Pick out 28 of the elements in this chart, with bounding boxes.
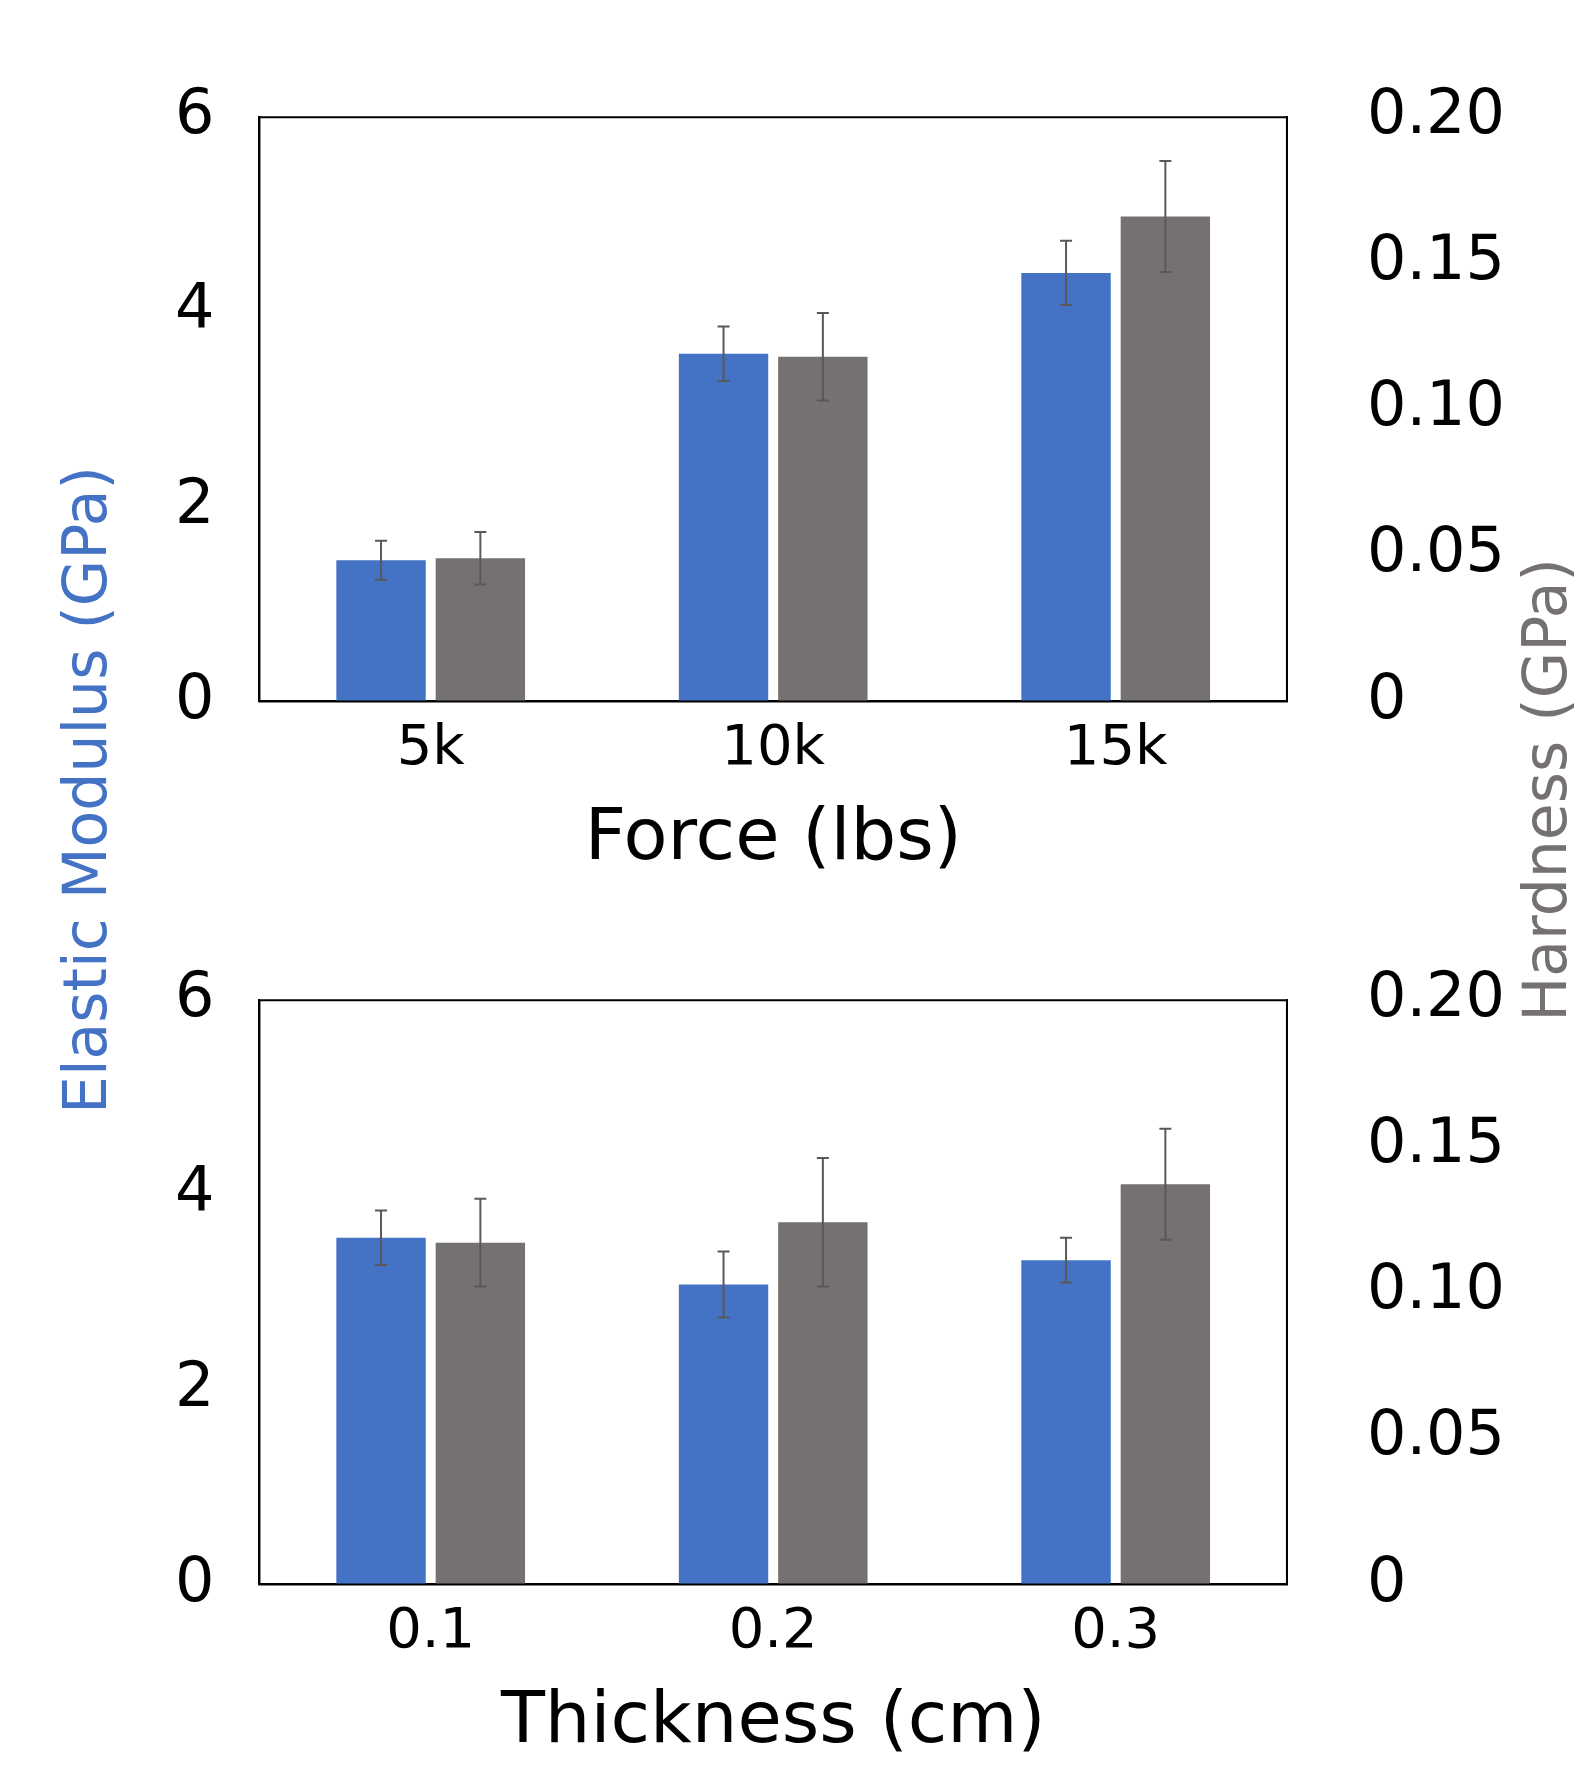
x-tick-label: 0.3 [1071,1594,1161,1660]
y2-tick-label: 0.15 [1366,221,1505,295]
y-tick-label: 2 [174,1347,215,1421]
y-tick-label: 4 [174,1153,215,1227]
y-tick-label: 6 [174,958,215,1032]
y-tick-label: 6 [174,75,215,149]
y2-tick-label: 0.05 [1366,1396,1505,1470]
y2-tick-label: 0.20 [1366,958,1505,1032]
y-tick-label: 2 [174,464,215,538]
y-tick-label: 0 [174,659,215,733]
y2-tick-label: 0.10 [1366,367,1505,441]
y2-tick-label: 0 [1366,659,1407,733]
y2-tick-label: 0.20 [1366,75,1505,149]
y-tick-label: 4 [174,270,215,344]
y2-tick-label: 0 [1366,1542,1407,1616]
y2-tick-label: 0.15 [1366,1104,1505,1178]
x-tick-label: 10k [721,711,826,777]
x-axis-title: Force (lbs) [584,791,962,876]
y2-axis-title: Hardness (GPa) [1510,558,1580,1022]
y2-tick-label: 0.05 [1366,513,1505,587]
x-axis-title: Thickness (cm) [499,1674,1046,1759]
y-axis-title: Elastic Modulus (GPa) [50,465,120,1115]
y2-tick-label: 0.10 [1366,1250,1505,1324]
x-tick-label: 15k [1063,711,1169,777]
x-tick-label: 0.1 [386,1594,476,1660]
x-tick-label: 0.2 [728,1594,818,1660]
x-tick-label: 5k [396,711,466,777]
y-tick-label: 0 [174,1542,215,1616]
